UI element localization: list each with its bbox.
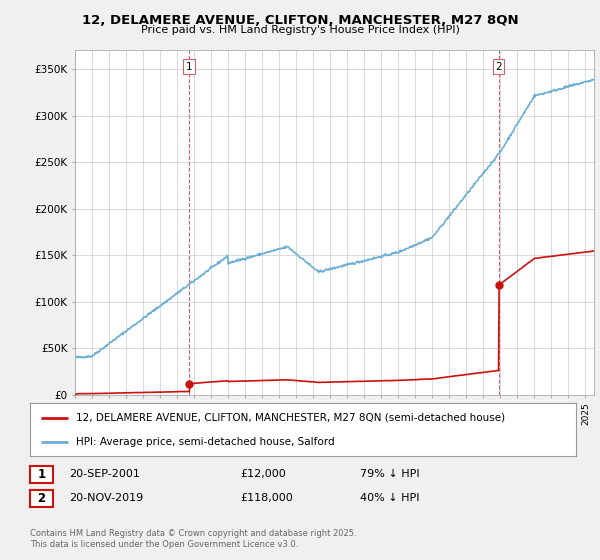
Text: Contains HM Land Registry data © Crown copyright and database right 2025.
This d: Contains HM Land Registry data © Crown c… bbox=[30, 529, 356, 549]
Text: 1: 1 bbox=[37, 468, 46, 481]
Text: 20-SEP-2001: 20-SEP-2001 bbox=[69, 469, 140, 479]
Text: £12,000: £12,000 bbox=[240, 469, 286, 479]
Text: 40% ↓ HPI: 40% ↓ HPI bbox=[360, 493, 419, 503]
Text: £118,000: £118,000 bbox=[240, 493, 293, 503]
Text: HPI: Average price, semi-detached house, Salford: HPI: Average price, semi-detached house,… bbox=[76, 437, 335, 447]
Text: Price paid vs. HM Land Registry's House Price Index (HPI): Price paid vs. HM Land Registry's House … bbox=[140, 25, 460, 35]
Text: 2: 2 bbox=[37, 492, 46, 505]
Text: 20-NOV-2019: 20-NOV-2019 bbox=[69, 493, 143, 503]
Text: 12, DELAMERE AVENUE, CLIFTON, MANCHESTER, M27 8QN (semi-detached house): 12, DELAMERE AVENUE, CLIFTON, MANCHESTER… bbox=[76, 413, 506, 423]
Text: 79% ↓ HPI: 79% ↓ HPI bbox=[360, 469, 419, 479]
Text: 12, DELAMERE AVENUE, CLIFTON, MANCHESTER, M27 8QN: 12, DELAMERE AVENUE, CLIFTON, MANCHESTER… bbox=[82, 14, 518, 27]
Text: 2: 2 bbox=[495, 62, 502, 72]
Text: 1: 1 bbox=[186, 62, 193, 72]
